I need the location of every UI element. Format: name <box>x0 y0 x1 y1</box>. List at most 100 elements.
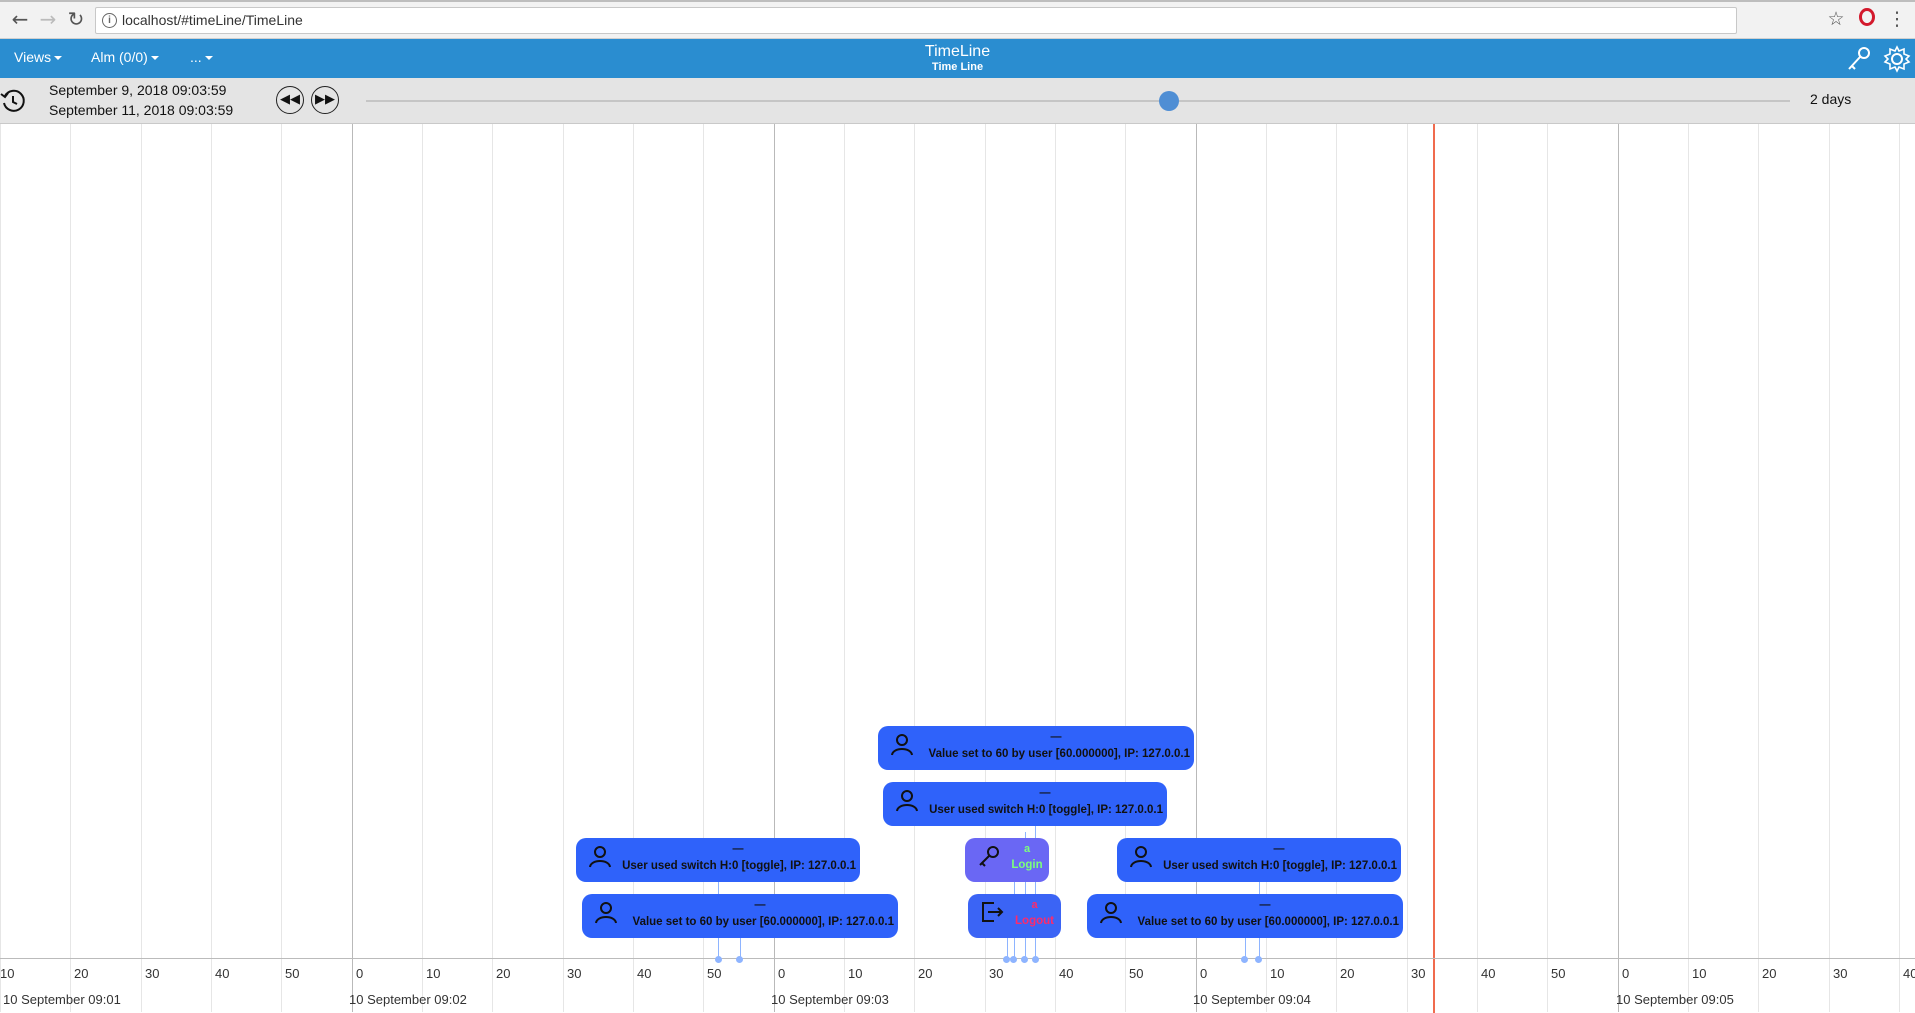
minor-gridline <box>1829 124 1830 1012</box>
major-tick-label: 10 September 09:04 <box>1193 992 1311 1007</box>
views-menu-label: Views <box>14 49 52 65</box>
minor-gridline <box>1899 124 1900 1012</box>
page-title: TimeLine <box>924 43 991 60</box>
range-slider-handle[interactable] <box>1159 91 1180 111</box>
tick-label: 20 <box>1340 966 1355 981</box>
minor-gridline <box>1547 124 1548 1012</box>
event-user: — <box>732 843 744 855</box>
minor-gridline <box>1688 124 1689 1012</box>
event-user: a <box>1031 899 1038 911</box>
minor-gridline <box>633 124 634 1012</box>
browser-toolbar: ← → ↻ i localhost/#timeLine/TimeLine ☆ ⋮ <box>0 0 1915 39</box>
opera-icon[interactable] <box>1856 8 1878 30</box>
user-icon <box>595 902 617 924</box>
more-menu[interactable]: ... <box>190 49 213 65</box>
event-user: a <box>1023 843 1031 855</box>
event-text: Value set to 60 by user [60.000000], IP:… <box>928 748 1190 760</box>
range-end: September 11, 2018 09:03:59 <box>49 102 234 118</box>
user-icon <box>589 846 611 868</box>
user-icon <box>1100 902 1122 924</box>
event-dot[interactable] <box>1255 956 1262 963</box>
key-icon[interactable] <box>1846 46 1872 72</box>
tick-label: 50 <box>1551 966 1566 981</box>
event-value-set[interactable]: — Value set to 60 by user [60.000000], I… <box>582 894 898 938</box>
tick-label: 20 <box>1762 966 1777 981</box>
event-login[interactable]: a Login <box>965 838 1049 882</box>
event-dot[interactable] <box>715 956 722 963</box>
event-dot[interactable] <box>736 956 743 963</box>
event-value-set[interactable]: — Value set to 60 by user [60.000000], I… <box>878 726 1194 770</box>
event-action: Logout <box>1015 915 1054 927</box>
views-menu[interactable]: Views <box>14 49 63 65</box>
tick-label: 30 <box>145 966 160 981</box>
event-dot[interactable] <box>1010 956 1017 963</box>
more-menu-label: ... <box>190 49 202 65</box>
tick-label: 40 <box>1903 966 1915 981</box>
event-switch-used[interactable]: — User used switch H:0 [toggle], IP: 127… <box>883 782 1167 826</box>
major-tick-label: 10 September 09:05 <box>1616 992 1734 1007</box>
tick-label: 10 <box>848 966 863 981</box>
history-icon[interactable] <box>0 88 26 114</box>
star-icon[interactable]: ☆ <box>1827 8 1845 30</box>
reload-icon[interactable]: ↻ <box>67 7 85 31</box>
major-tick-label: 10 September 09:01 <box>3 992 121 1007</box>
event-dot[interactable] <box>1021 956 1028 963</box>
event-user: — <box>1273 843 1285 855</box>
event-text: Value set to 60 by user [60.000000], IP:… <box>1137 916 1399 928</box>
tick-label: 30 <box>989 966 1004 981</box>
event-connector <box>1007 924 1008 960</box>
back-icon[interactable]: ← <box>11 7 29 31</box>
event-value-set[interactable]: — Value set to 60 by user [60.000000], I… <box>1087 894 1403 938</box>
current-time-marker <box>1433 124 1435 1013</box>
minor-gridline <box>914 124 915 1012</box>
event-text: User used switch H:0 [toggle], IP: 127.0… <box>1163 860 1397 872</box>
tick-label: 20 <box>496 966 511 981</box>
tick-label: 0 <box>356 966 364 981</box>
event-dot[interactable] <box>1003 956 1010 963</box>
alarm-menu-label: Alm (0/0) <box>91 49 148 65</box>
event-text: User used switch H:0 [toggle], IP: 127.0… <box>929 804 1163 816</box>
event-connector <box>740 922 741 960</box>
major-gridline <box>1618 124 1619 1012</box>
minor-gridline <box>1758 124 1759 1012</box>
chevron-down-icon <box>204 56 213 61</box>
user-icon <box>896 790 918 812</box>
minor-gridline <box>422 124 423 1012</box>
event-connector <box>1245 924 1246 960</box>
info-icon[interactable]: i <box>102 13 117 28</box>
event-text: Value set to 60 by user [60.000000], IP:… <box>632 916 894 928</box>
minor-gridline <box>985 124 986 1012</box>
key-icon <box>979 846 999 867</box>
tick-label: 20 <box>74 966 89 981</box>
tick-label: 10 <box>1270 966 1285 981</box>
event-switch-used[interactable]: — User used switch H:0 [toggle], IP: 127… <box>576 838 860 882</box>
page-subtitle: Time Line <box>931 61 984 73</box>
kebab-menu-icon[interactable]: ⋮ <box>1887 8 1907 30</box>
tick-label: 0 <box>1622 966 1630 981</box>
tick-label: 40 <box>637 966 652 981</box>
tick-label: 50 <box>285 966 300 981</box>
tick-label: 10 <box>1692 966 1707 981</box>
time-axis <box>0 958 1915 959</box>
timeline-canvas[interactable]: 10 20 30 40 50 0 10 20 30 40 50 0 10 20 30 40 50 0 10 20 30 4… <box>0 124 1915 1013</box>
logout-icon <box>982 902 1004 922</box>
minor-gridline <box>141 124 142 1012</box>
range-slider-track[interactable] <box>366 100 1790 102</box>
address-url[interactable]: localhost/#timeLine/TimeLine <box>122 12 303 28</box>
event-logout[interactable]: a Logout <box>968 894 1061 938</box>
gear-icon[interactable] <box>1883 45 1911 73</box>
event-user: — <box>1050 731 1062 743</box>
event-dot[interactable] <box>1241 956 1248 963</box>
major-gridline <box>1196 124 1197 1012</box>
rewind-icon[interactable]: ◀◀ <box>276 86 304 114</box>
app-header: Views Alm (0/0) ... TimeLine Time Line <box>0 39 1915 78</box>
minor-gridline <box>281 124 282 1012</box>
forward-icon[interactable]: → <box>39 7 57 31</box>
tab-strip-edge <box>0 0 1915 2</box>
fast-forward-icon[interactable]: ▶▶ <box>311 86 339 114</box>
address-bar[interactable]: i localhost/#timeLine/TimeLine <box>95 7 1737 34</box>
event-dot[interactable] <box>1032 956 1039 963</box>
event-switch-used[interactable]: — User used switch H:0 [toggle], IP: 127… <box>1117 838 1401 882</box>
alarm-menu[interactable]: Alm (0/0) <box>91 49 159 65</box>
minor-gridline <box>703 124 704 1012</box>
